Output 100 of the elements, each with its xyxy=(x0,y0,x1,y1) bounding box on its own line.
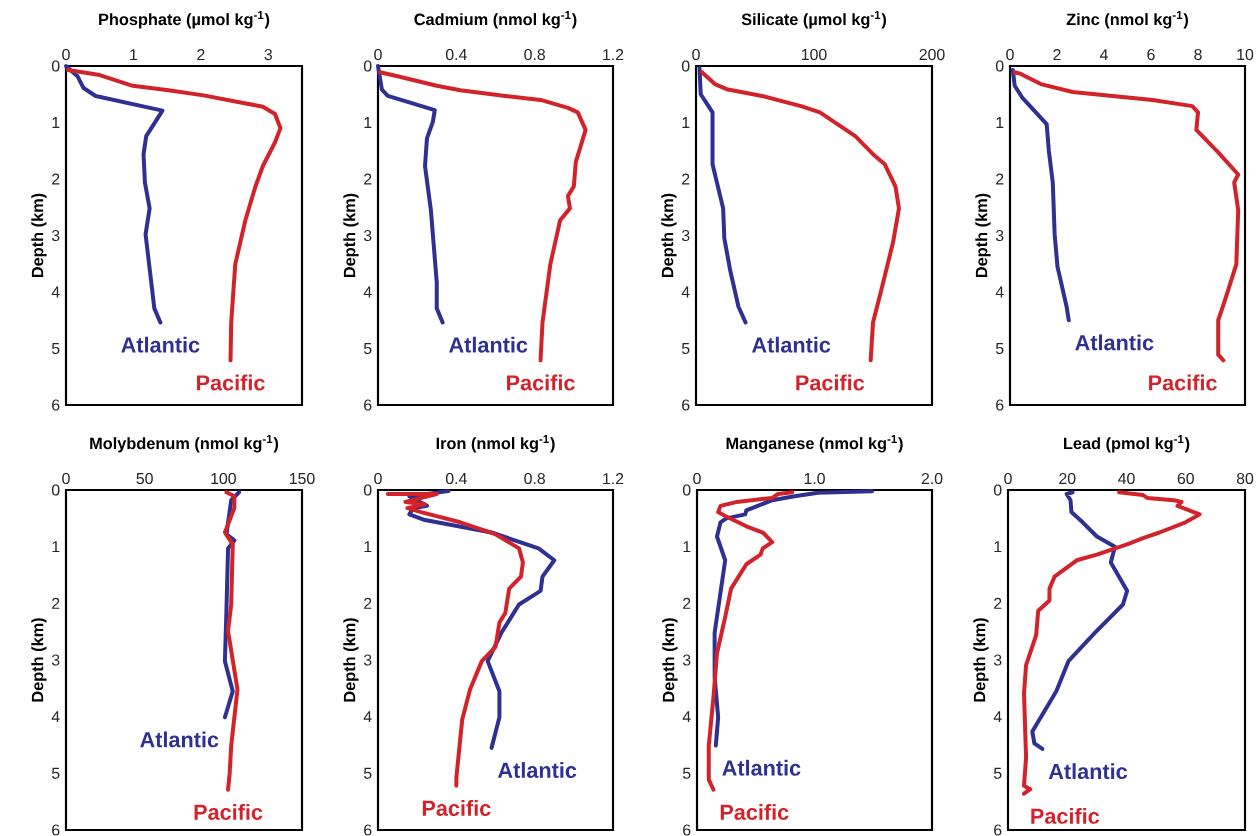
y-tick-label: 6 xyxy=(364,399,372,411)
y-tick-label: 3 xyxy=(993,654,1002,666)
x-tick-label: 1.2 xyxy=(603,49,624,61)
chart-title: Manganese (nmol kg$^{-1}$) xyxy=(726,435,903,453)
x-tick-label: 1.0 xyxy=(804,472,825,485)
y-tick-label: 6 xyxy=(682,399,690,411)
line-series xyxy=(1030,490,1130,751)
y-tick-label: 1 xyxy=(52,541,60,553)
y-tick-label: 3 xyxy=(995,229,1004,242)
y-tick-label: 5 xyxy=(995,342,1004,355)
y-tick-label: 0 xyxy=(363,60,372,72)
x-tick-label: 1 xyxy=(130,49,138,61)
x-tick-label: 0.4 xyxy=(445,48,467,61)
y-tick-label: 0 xyxy=(995,60,1004,72)
x-tick-label: 0 xyxy=(692,48,700,61)
y-tick-label: 2 xyxy=(683,597,691,609)
x-tick-label: 200 xyxy=(919,48,945,61)
y-tick-label: 5 xyxy=(363,342,372,355)
x-tick-label: 10 xyxy=(1237,48,1254,61)
y-tick-label: 3 xyxy=(363,654,372,666)
y-axis-title: Depth (km) xyxy=(973,618,989,702)
y-tick-label: 6 xyxy=(52,824,60,836)
line-series xyxy=(1022,490,1202,796)
series-label: Atlantic xyxy=(449,336,528,353)
x-tick-label: 4 xyxy=(1099,49,1108,61)
y-tick-label: 4 xyxy=(682,711,691,723)
chart-title: Cadmium (nmol kg$^{-1}$) xyxy=(414,11,577,29)
y-tick-label: 6 xyxy=(994,824,1002,836)
y-tick-label: 2 xyxy=(52,597,60,609)
y-tick-label: 3 xyxy=(363,229,372,242)
series-label: Atlantic xyxy=(722,759,801,776)
x-tick-label: 2 xyxy=(197,49,205,61)
x-tick-label: 100 xyxy=(211,472,236,485)
line-series xyxy=(66,67,283,363)
y-axis-title: Depth (km) xyxy=(343,618,359,702)
chart-title: Silicate (µmol kg$^{-1}$) xyxy=(741,11,887,29)
y-tick-label: 5 xyxy=(363,767,372,779)
x-tick-label: 40 xyxy=(1118,472,1135,485)
chart-title: Phosphate (µmol kg$^{-1}$) xyxy=(99,11,270,29)
line-series xyxy=(1010,67,1071,323)
y-tick-label: 1 xyxy=(683,541,691,553)
series-label: Pacific xyxy=(197,374,265,391)
y-tick-label: 4 xyxy=(363,711,372,723)
x-tick-label: 0 xyxy=(693,472,701,485)
series-label: Atlantic xyxy=(121,336,200,353)
y-tick-label: 3 xyxy=(682,654,691,666)
x-tick-label: 1.2 xyxy=(603,473,624,485)
y-tick-label: 4 xyxy=(363,286,372,298)
y-tick-label: 0 xyxy=(51,484,60,496)
y-tick-label: 4 xyxy=(995,286,1004,298)
series-label: Atlantic xyxy=(1048,763,1128,780)
y-tick-label: 5 xyxy=(51,342,60,355)
line-series xyxy=(1012,70,1241,363)
x-tick-label: 0 xyxy=(62,48,70,61)
y-tick-label: 0 xyxy=(363,484,372,496)
x-tick-label: 2 xyxy=(1053,49,1061,61)
line-series xyxy=(376,64,445,325)
y-tick-label: 1 xyxy=(364,541,372,553)
x-tick-label: 0.8 xyxy=(524,48,545,61)
x-tick-label: 0 xyxy=(1004,472,1012,485)
series-label: Atlantic xyxy=(752,336,831,353)
series-label: Pacific xyxy=(796,374,865,391)
y-axis-title: Depth (km) xyxy=(975,193,991,278)
y-axis-title: Depth (km) xyxy=(662,618,678,702)
x-tick-label: 8 xyxy=(1194,48,1202,61)
x-tick-label: 2.0 xyxy=(921,472,943,485)
chart-title: Lead (pmol kg$^{-1}$) xyxy=(1064,435,1190,453)
y-tick-label: 2 xyxy=(682,173,690,185)
y-tick-label: 3 xyxy=(681,229,690,242)
chart-title: Zinc (nmol kg$^{-1}$) xyxy=(1066,11,1188,29)
y-tick-label: 2 xyxy=(996,173,1004,185)
y-tick-label: 6 xyxy=(683,824,691,836)
y-tick-label: 0 xyxy=(681,60,690,72)
x-tick-label: 50 xyxy=(136,472,153,485)
y-tick-label: 2 xyxy=(52,173,60,185)
x-tick-label: 0.4 xyxy=(445,472,467,485)
line-series xyxy=(377,70,588,363)
y-tick-label: 1 xyxy=(364,117,372,128)
series-label: Pacific xyxy=(720,803,789,820)
series-label: Atlantic xyxy=(498,762,577,778)
y-tick-label: 6 xyxy=(52,399,60,411)
y-tick-label: 3 xyxy=(51,654,60,666)
y-tick-label: 0 xyxy=(682,484,691,496)
y-tick-label: 1 xyxy=(994,541,1002,553)
y-tick-label: 1 xyxy=(52,117,60,128)
x-tick-label: 100 xyxy=(802,48,827,61)
y-tick-label: 2 xyxy=(364,173,372,185)
y-tick-label: 4 xyxy=(681,286,690,298)
x-tick-label: 150 xyxy=(290,472,315,485)
chart-title: Molybdenum (nmol kg$^{-1}$) xyxy=(90,435,279,453)
y-tick-label: 4 xyxy=(51,711,60,723)
x-tick-label: 0 xyxy=(374,48,382,61)
x-tick-label: 0 xyxy=(1006,48,1014,61)
x-tick-label: 80 xyxy=(1236,472,1254,485)
series-label: Pacific xyxy=(422,800,491,816)
y-tick-label: 5 xyxy=(681,342,690,355)
y-tick-label: 4 xyxy=(51,286,60,298)
x-tick-label: 0 xyxy=(374,472,382,485)
y-tick-label: 1 xyxy=(682,117,690,128)
series-label: Pacific xyxy=(1149,374,1217,391)
